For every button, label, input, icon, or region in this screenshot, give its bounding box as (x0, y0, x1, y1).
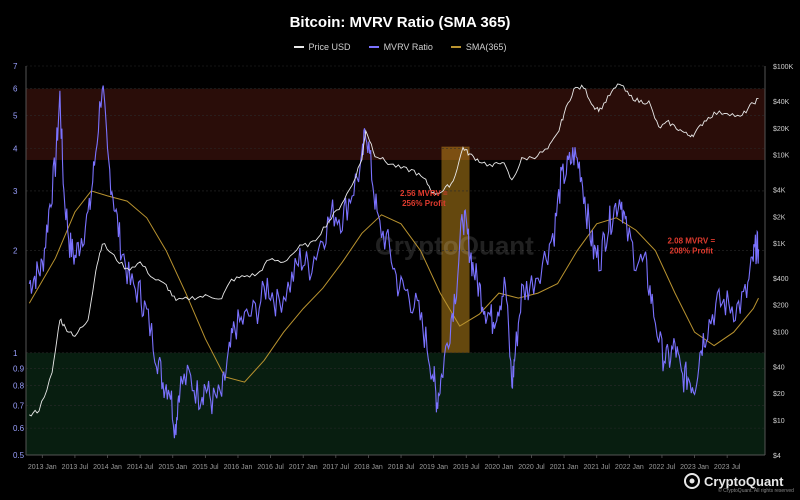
y-right-tick-label: $10K (773, 152, 790, 159)
y-left-tick-label: 1 (13, 349, 18, 358)
legend-item-mvrv[interactable]: MVRV Ratio (368, 42, 433, 52)
band-overvalued (26, 88, 765, 160)
y-right-tick-label: $4 (773, 453, 781, 460)
x-tick-label: 2013 Jul (62, 464, 89, 471)
legend-label-mvrv: MVRV Ratio (383, 42, 433, 52)
x-tick-label: 2021 Jan (550, 464, 579, 471)
x-tick-label: 2014 Jan (93, 464, 122, 471)
x-tick-label: 2019 Jan (419, 464, 448, 471)
y-right-tick-label: $400 (773, 276, 789, 283)
brand-logo: CryptoQuant (684, 473, 783, 489)
series-line-sma (28, 190, 759, 383)
annotation-line2: 208% Profit (670, 246, 714, 255)
y-right-tick-label: $20 (773, 391, 785, 398)
legend-swatch-mvrv (368, 46, 379, 48)
y-right-tick-label: $100K (773, 64, 794, 71)
cryptoquant-logo-icon (684, 473, 700, 489)
legend-label-price: Price USD (308, 42, 351, 52)
y-left-tick-label: 4 (13, 144, 18, 153)
y-right-tick-label: $40 (773, 365, 785, 372)
legend-item-sma[interactable]: SMA(365) (450, 42, 507, 52)
legend-label-sma: SMA(365) (465, 42, 507, 52)
series-line-mvrv (28, 85, 760, 439)
y-right-tick-label: $200 (773, 303, 789, 310)
legend-swatch-sma (450, 46, 461, 48)
x-tick-label: 2018 Jan (354, 464, 383, 471)
x-tick-label: 2023 Jan (680, 464, 709, 471)
chart-title: Bitcoin: MVRV Ratio (SMA 365) (289, 14, 511, 31)
x-tick-label: 2022 Jan (615, 464, 644, 471)
y-left-tick-label: 3 (13, 187, 18, 196)
x-tick-label: 2019 Jul (453, 464, 480, 471)
chart-watermark: CryptoQuant (375, 230, 534, 260)
x-tick-label: 2015 Jan (158, 464, 187, 471)
y-left-tick-label: 0.9 (13, 364, 25, 373)
annotation-line1: 2.56 MVRV = (400, 189, 448, 198)
x-tick-label: 2023 Jul (714, 464, 741, 471)
annotation-line1: 2.08 MVRV = (667, 236, 715, 245)
x-tick-label: 2014 Jul (127, 464, 154, 471)
copyright-text: © CryptoQuant. All rights reserved (718, 488, 794, 494)
x-tick-label: 2020 Jan (484, 464, 513, 471)
x-tick-label: 2018 Jul (388, 464, 415, 471)
y-right-tick-label: $40K (773, 99, 790, 106)
series-line-price (29, 83, 759, 417)
y-right-tick-label: $4K (773, 188, 786, 195)
y-right-tick-label: $2K (773, 214, 786, 221)
annotation-line2: 256% Profit (402, 199, 446, 208)
x-tick-label: 2013 Jan (28, 464, 57, 471)
chart-legend: Price USD MVRV Ratio SMA(365) (0, 42, 800, 52)
y-left-tick-label: 7 (13, 62, 18, 71)
y-left-tick-label: 0.6 (13, 424, 25, 433)
x-tick-label: 2016 Jan (224, 464, 253, 471)
y-left-tick-label: 5 (13, 112, 18, 121)
y-right-tick-label: $1K (773, 241, 786, 248)
x-tick-label: 2021 Jul (583, 464, 610, 471)
brand-name: CryptoQuant (704, 473, 784, 489)
x-tick-label: 2020 Jul (518, 464, 545, 471)
y-right-tick-label: $20K (773, 126, 790, 133)
legend-item-price[interactable]: Price USD (293, 42, 351, 52)
y-left-tick-label: 6 (13, 85, 18, 94)
x-tick-label: 2015 Jul (192, 464, 219, 471)
y-left-tick-label: 2 (13, 247, 18, 256)
x-tick-label: 2022 Jul (649, 464, 676, 471)
x-tick-label: 2017 Jan (289, 464, 318, 471)
band-undervalued (26, 352, 765, 455)
x-tick-label: 2017 Jul (323, 464, 350, 471)
legend-swatch-price (293, 46, 304, 48)
x-tick-label: 2016 Jul (257, 464, 284, 471)
y-right-tick-label: $100 (773, 329, 789, 336)
y-right-tick-label: $10 (773, 418, 785, 425)
y-left-tick-label: 0.7 (13, 401, 25, 410)
y-left-tick-label: 0.8 (13, 382, 25, 391)
y-left-tick-label: 0.5 (13, 451, 25, 460)
